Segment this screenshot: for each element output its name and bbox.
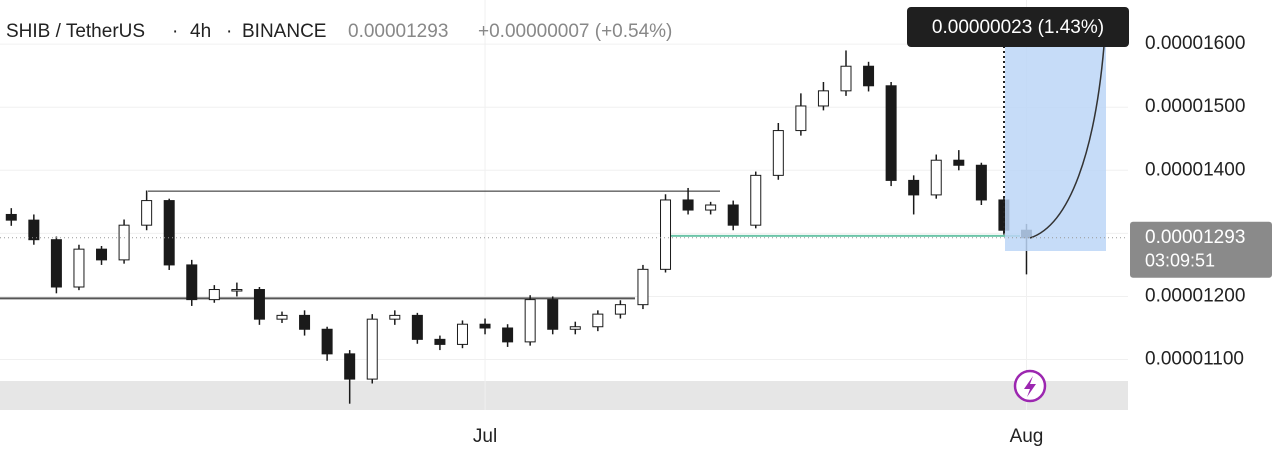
candle-body — [614, 304, 626, 315]
candle-body — [975, 164, 987, 201]
separator: · — [226, 21, 232, 42]
candle-body — [434, 338, 446, 345]
symbol: SHIB / TetherUS — [6, 21, 145, 42]
candle-body — [592, 313, 604, 328]
candle-body — [953, 159, 965, 166]
candle-body — [411, 314, 423, 340]
candle-body — [118, 224, 130, 261]
exchange: BINANCE — [242, 21, 326, 42]
candle-body — [299, 314, 311, 330]
candle-body — [186, 264, 198, 301]
candle-body — [660, 199, 672, 270]
measure-box — [907, 7, 1129, 47]
countdown: 03:09:51 — [1145, 251, 1215, 271]
y-tick-label: 0.00001500 — [1145, 96, 1245, 117]
candle-body — [344, 353, 356, 380]
candle-body — [885, 85, 897, 181]
candle-body — [96, 248, 108, 261]
candle-body — [231, 289, 243, 292]
candle-body — [930, 159, 942, 196]
candle-body — [908, 179, 920, 196]
y-tick-label: 0.00001400 — [1145, 159, 1245, 180]
candle-body — [366, 318, 378, 380]
candle-body — [321, 328, 333, 355]
x-tick-label: Aug — [1010, 426, 1044, 447]
candle-body — [479, 323, 491, 329]
projection-box — [1005, 46, 1106, 251]
candle-body — [73, 248, 85, 288]
zone — [0, 381, 1128, 410]
candle-body — [569, 326, 581, 330]
separator: · — [172, 21, 178, 42]
candle-body — [863, 65, 875, 87]
y-tick-label: 0.00001100 — [1145, 349, 1244, 370]
candle-body — [637, 268, 649, 306]
candle-body — [5, 213, 17, 221]
candle-body — [705, 204, 717, 211]
candle-body — [28, 219, 40, 241]
candle-body — [163, 200, 175, 266]
candle-body — [502, 327, 514, 343]
candle-body — [141, 200, 153, 226]
candle-body — [795, 105, 807, 132]
candle-body — [276, 314, 288, 320]
candle-body — [817, 90, 829, 107]
candle-body — [208, 289, 220, 301]
candle-body — [840, 65, 852, 92]
y-tick-label: 0.00001200 — [1145, 285, 1245, 306]
candle-body — [772, 130, 784, 176]
candle-body — [524, 299, 536, 343]
change: +0.00000007 (+0.54%) — [478, 21, 672, 42]
price-badge-label: 0.00001293 — [1145, 227, 1245, 248]
candle-body — [389, 314, 401, 320]
interval: 4h — [190, 21, 211, 42]
candle-body — [456, 323, 468, 345]
candle-body — [682, 199, 694, 211]
candle-body — [727, 204, 739, 226]
alert-bolt — [1024, 376, 1036, 397]
candle-body — [253, 289, 265, 320]
measure-label: 0.00000023 (1.43%) — [932, 17, 1104, 38]
candle-body — [50, 239, 62, 288]
x-tick-label: Jul — [473, 426, 497, 447]
price-badge — [1130, 221, 1272, 278]
candle-body — [750, 174, 762, 226]
projection-curve — [1029, 45, 1105, 239]
candle-body — [547, 299, 559, 330]
last-price: 0.00001293 — [348, 21, 448, 42]
y-tick-label: 0.00001600 — [1145, 33, 1245, 54]
